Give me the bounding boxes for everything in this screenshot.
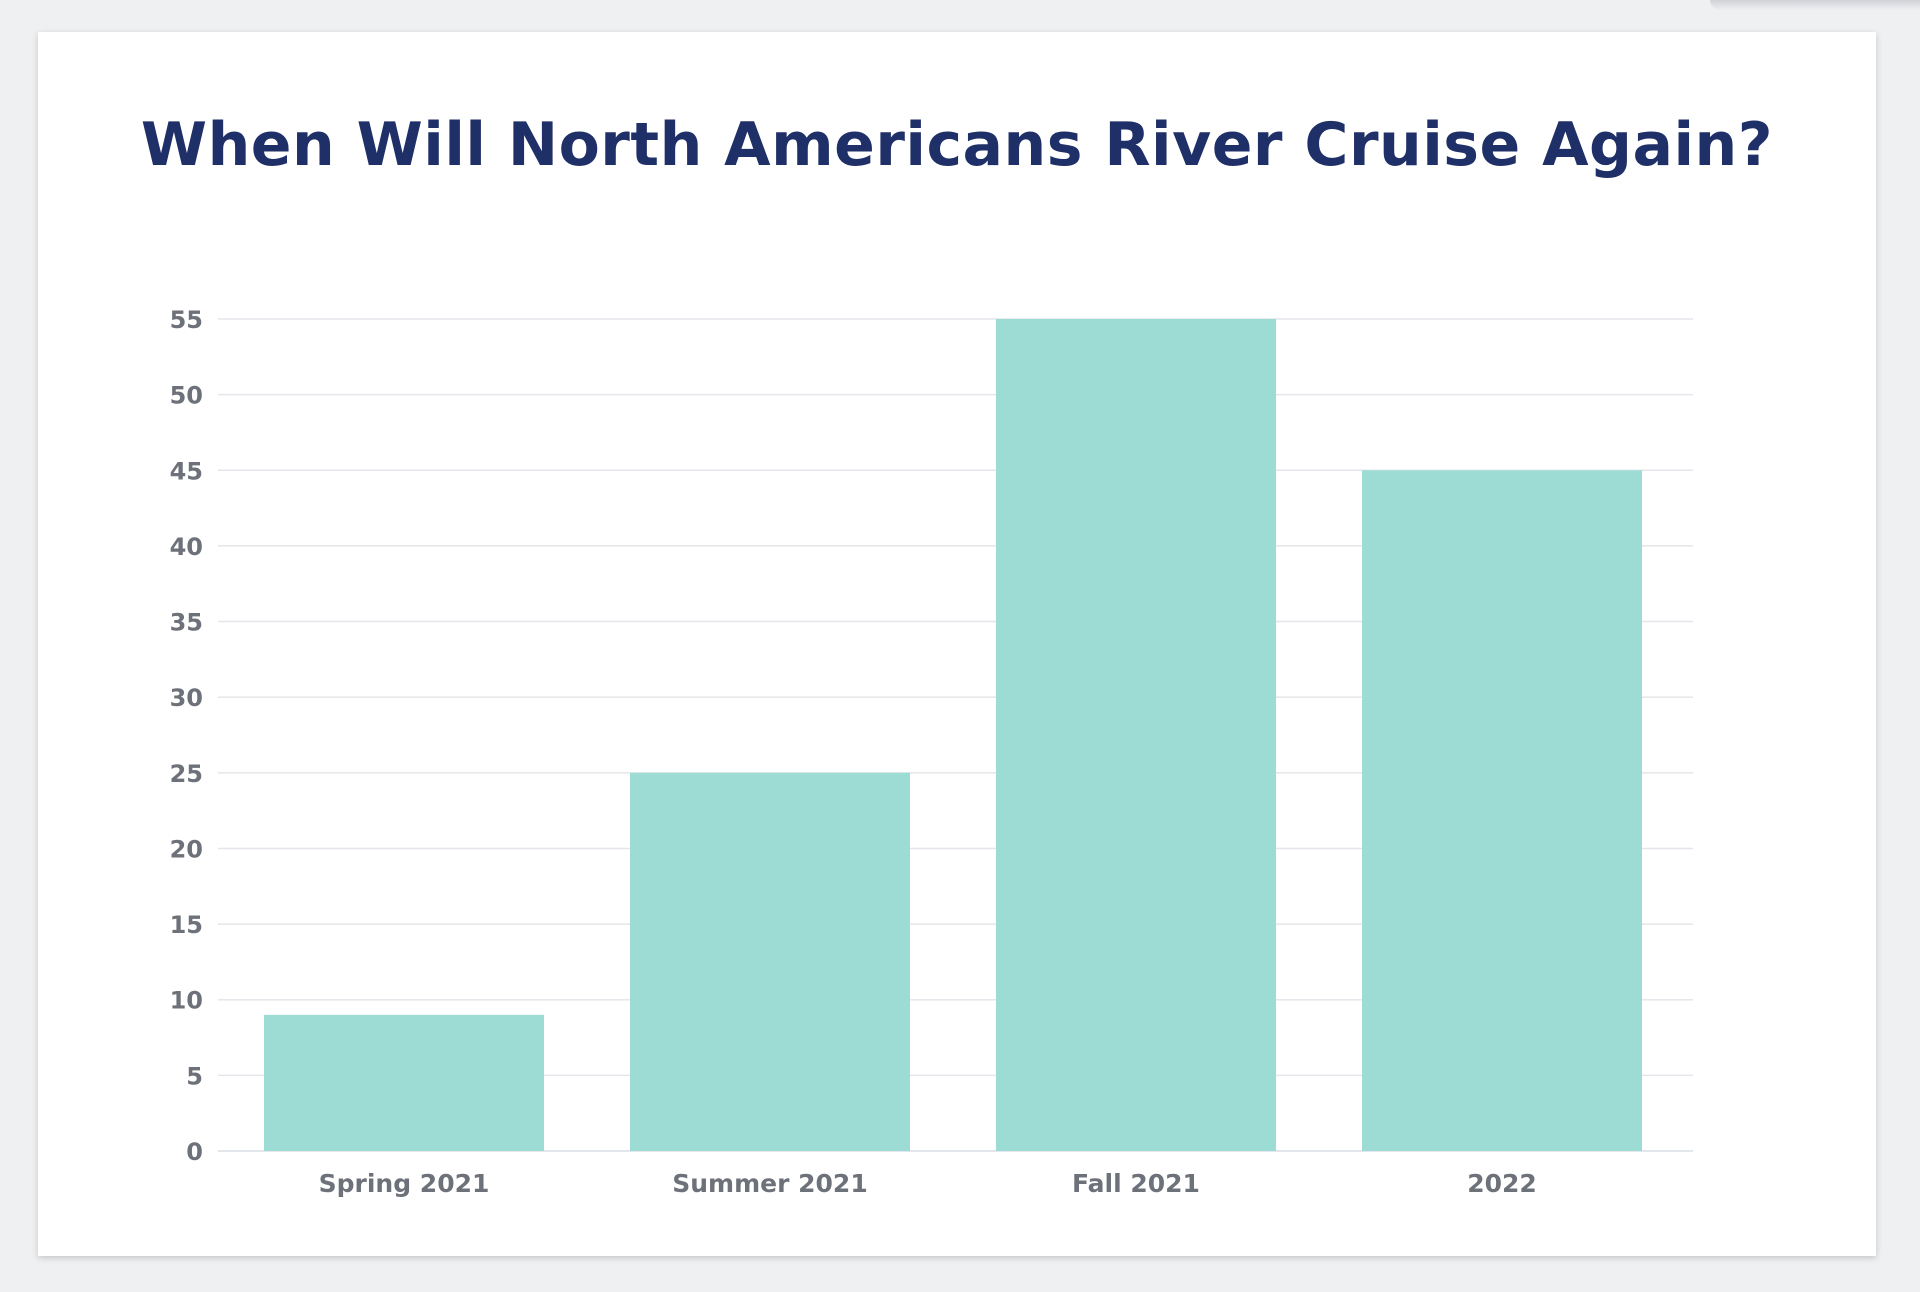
x-category-label: 2022 [1467, 1169, 1537, 1198]
x-category-label: Summer 2021 [672, 1169, 867, 1198]
bar [1362, 470, 1642, 1152]
y-tick-label: 25 [170, 760, 203, 788]
y-tick-label: 35 [170, 609, 203, 637]
y-tick-label: 20 [170, 835, 203, 863]
y-tick-label: 0 [186, 1138, 203, 1166]
x-category-label: Spring 2021 [319, 1169, 490, 1198]
chart-title: When Will North Americans River Cruise A… [140, 110, 1774, 180]
y-axis-tick-labels: 0 5 10 15 20 25 30 35 40 45 50 55 [170, 306, 203, 1166]
chart-card: When Will North Americans River Cruise A… [38, 32, 1876, 1256]
bar [264, 1014, 544, 1151]
y-tick-label: 5 [186, 1062, 203, 1090]
bar [996, 319, 1276, 1151]
y-tick-label: 50 [170, 382, 203, 410]
y-tick-label: 30 [170, 684, 203, 712]
y-tick-label: 55 [170, 306, 203, 334]
y-tick-label: 45 [170, 457, 203, 485]
bars [264, 319, 1642, 1152]
bar [630, 772, 910, 1151]
y-tick-label: 10 [170, 987, 203, 1015]
y-tick-label: 40 [170, 533, 203, 561]
x-axis-category-labels: Spring 2021 Summer 2021 Fall 2021 2022 [319, 1169, 1537, 1198]
bar-chart: 0 5 10 15 20 25 30 35 40 45 50 55 Spring 2021 Summer… [170, 306, 1693, 1198]
y-tick-label: 15 [170, 911, 203, 939]
x-category-label: Fall 2021 [1072, 1169, 1200, 1198]
window-shadow [1710, 0, 1920, 10]
